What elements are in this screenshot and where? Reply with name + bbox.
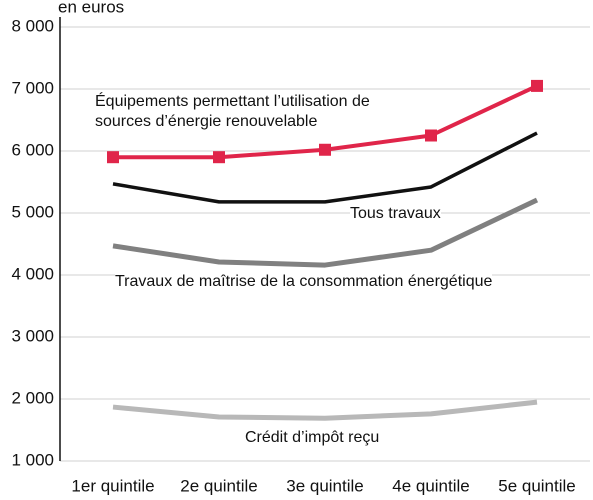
x-tick-label: 3e quintile [286, 476, 364, 495]
marker [425, 129, 437, 142]
y-tick-label: 6 000 [11, 140, 54, 159]
y-tick-label: 2 000 [11, 388, 54, 407]
series-label: Crédit d’impôt reçu [245, 428, 380, 448]
series-line [112, 131, 538, 204]
series-label: Tous travaux [350, 204, 441, 224]
series-label: Équipements permettant l’utilisation de … [95, 92, 395, 132]
y-tick-label: 3 000 [11, 326, 54, 345]
x-tick-label: 4e quintile [392, 476, 470, 495]
x-tick-label: 5e quintile [498, 476, 576, 495]
x-tick-label: 1er quintile [71, 476, 154, 495]
y-tick-label: 4 000 [11, 264, 54, 283]
series-label: Travaux de maîtrise de la consommation é… [115, 272, 493, 292]
series-line [112, 197, 539, 268]
marker [107, 151, 119, 164]
x-tick-label: 2e quintile [180, 476, 258, 495]
y-tick-label: 7 000 [11, 78, 54, 97]
marker [531, 79, 543, 92]
series-line [112, 399, 538, 421]
y-tick-label: 5 000 [11, 202, 54, 221]
y-axis-label: en euros [58, 0, 124, 16]
y-tick-label: 8 000 [11, 16, 54, 35]
marker [213, 151, 225, 164]
y-tick-label: 1 000 [11, 450, 54, 469]
marker [319, 143, 331, 156]
